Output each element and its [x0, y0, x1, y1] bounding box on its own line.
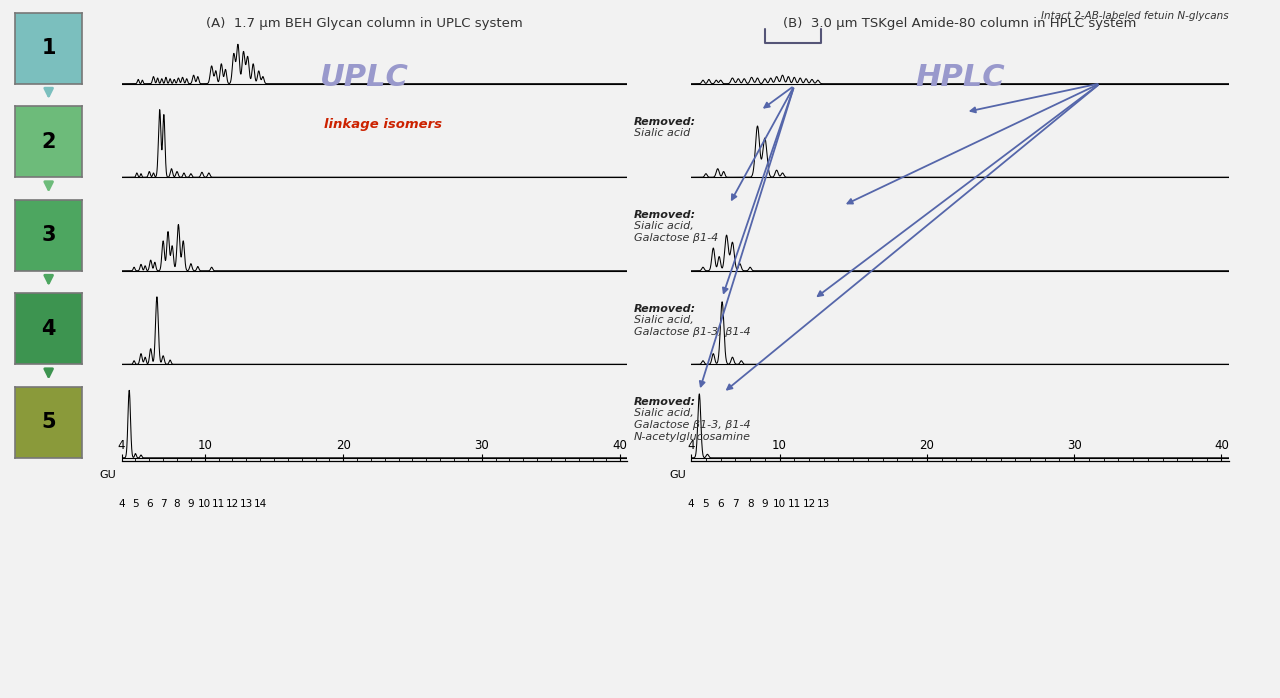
Text: 12: 12: [225, 499, 239, 509]
Text: 5: 5: [132, 499, 138, 509]
Text: 4: 4: [687, 499, 695, 509]
Text: Removed:: Removed:: [634, 210, 696, 220]
Text: (B)  3.0 μm TSKgel Amide-80 column in HPLC system: (B) 3.0 μm TSKgel Amide-80 column in HPL…: [783, 17, 1137, 31]
Text: Removed:: Removed:: [634, 397, 696, 407]
Text: 14: 14: [253, 499, 266, 509]
Text: 10: 10: [773, 499, 786, 509]
Text: 7: 7: [732, 499, 739, 509]
Text: 11: 11: [212, 499, 225, 509]
Text: 13: 13: [239, 499, 253, 509]
Text: 12: 12: [803, 499, 815, 509]
Text: UPLC: UPLC: [320, 63, 410, 92]
Text: (A)  1.7 μm BEH Glycan column in UPLC system: (A) 1.7 μm BEH Glycan column in UPLC sys…: [206, 17, 524, 31]
Text: Sialic acid,
Galactose β1-3, β1-4: Sialic acid, Galactose β1-3, β1-4: [634, 315, 750, 336]
Text: 5: 5: [703, 499, 709, 509]
Text: 13: 13: [817, 499, 831, 509]
Text: 9: 9: [188, 499, 195, 509]
Text: GU: GU: [100, 470, 116, 480]
Text: 11: 11: [787, 499, 801, 509]
Text: Removed:: Removed:: [634, 117, 696, 126]
Text: Sialic acid: Sialic acid: [634, 128, 690, 138]
Text: 8: 8: [746, 499, 754, 509]
Text: 4: 4: [41, 319, 56, 339]
Text: 7: 7: [160, 499, 166, 509]
Text: 3: 3: [41, 225, 56, 245]
Text: GU: GU: [669, 470, 686, 480]
Text: Removed:: Removed:: [634, 304, 696, 313]
Text: 6: 6: [717, 499, 724, 509]
Text: Sialic acid,
Galactose β1-3, β1-4
N-acetylglucosamine: Sialic acid, Galactose β1-3, β1-4 N-acet…: [634, 408, 750, 442]
Text: linkage isomers: linkage isomers: [324, 118, 442, 131]
Text: 2: 2: [41, 132, 56, 151]
Text: HPLC: HPLC: [915, 63, 1005, 92]
Text: 5: 5: [41, 413, 56, 432]
Text: 6: 6: [146, 499, 152, 509]
Text: 9: 9: [762, 499, 768, 509]
Text: 4: 4: [118, 499, 125, 509]
Text: 10: 10: [198, 499, 211, 509]
Text: 1: 1: [41, 38, 56, 58]
Text: Sialic acid,
Galactose β1-4: Sialic acid, Galactose β1-4: [634, 221, 718, 243]
Text: 8: 8: [174, 499, 180, 509]
Text: Intact 2-AB-labeled fetuin N-glycans: Intact 2-AB-labeled fetuin N-glycans: [1041, 11, 1229, 22]
